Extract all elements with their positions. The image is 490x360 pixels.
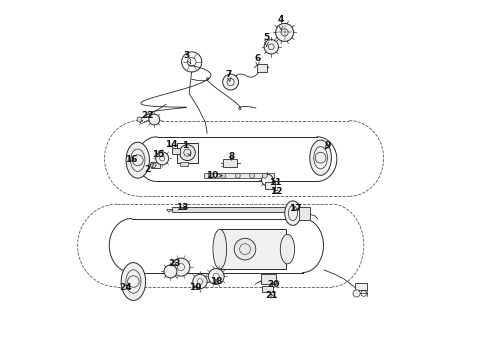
Text: 15: 15 [152, 150, 165, 159]
Text: 12: 12 [270, 187, 283, 196]
Bar [220, 229, 286, 269]
Circle shape [275, 23, 294, 41]
Circle shape [235, 173, 240, 178]
Bar [265, 182, 275, 189]
Text: 22: 22 [142, 111, 154, 120]
Circle shape [137, 117, 142, 122]
Text: 1: 1 [182, 141, 191, 156]
Bar [223, 159, 237, 167]
Text: 18: 18 [210, 277, 222, 286]
Circle shape [156, 152, 169, 165]
Circle shape [234, 238, 256, 260]
Circle shape [208, 173, 213, 178]
Circle shape [264, 40, 278, 54]
Bar [262, 286, 273, 292]
Bar [257, 64, 267, 72]
Ellipse shape [126, 142, 149, 178]
Circle shape [208, 269, 224, 284]
Circle shape [222, 74, 239, 90]
Text: 14: 14 [165, 140, 177, 149]
Text: 24: 24 [119, 283, 132, 292]
Circle shape [150, 162, 156, 168]
Bar [299, 207, 310, 220]
Circle shape [172, 258, 190, 276]
Text: 19: 19 [189, 284, 202, 292]
Ellipse shape [310, 140, 331, 175]
Bar [172, 207, 291, 212]
Bar [172, 148, 180, 154]
Text: 2: 2 [145, 163, 154, 174]
Text: 10: 10 [206, 171, 222, 180]
Circle shape [179, 145, 196, 161]
Circle shape [353, 290, 360, 297]
Ellipse shape [213, 229, 227, 269]
Text: 16: 16 [125, 155, 138, 163]
Circle shape [262, 174, 273, 186]
Text: 20: 20 [267, 280, 279, 289]
Bar [355, 283, 368, 290]
Polygon shape [167, 210, 172, 212]
Text: 23: 23 [169, 259, 181, 268]
Text: 8: 8 [228, 152, 234, 161]
Text: 6: 6 [254, 54, 261, 66]
Circle shape [149, 114, 160, 125]
Bar [176, 143, 198, 163]
Ellipse shape [121, 263, 146, 300]
Text: 7: 7 [225, 70, 232, 82]
Text: 4: 4 [278, 15, 284, 30]
Text: 9: 9 [324, 141, 331, 150]
Text: 11: 11 [269, 179, 281, 188]
Circle shape [164, 265, 177, 278]
Circle shape [262, 173, 268, 178]
Bar [151, 162, 160, 168]
Circle shape [250, 173, 255, 178]
Bar [204, 173, 274, 178]
Text: 13: 13 [176, 202, 188, 212]
Circle shape [193, 274, 207, 289]
Circle shape [221, 173, 226, 178]
Bar [261, 274, 275, 284]
Text: 5: 5 [264, 33, 270, 46]
Text: 21: 21 [266, 292, 278, 300]
Text: 17: 17 [289, 204, 302, 213]
Text: 3: 3 [184, 51, 191, 64]
Bar [180, 162, 188, 166]
Ellipse shape [280, 234, 294, 264]
Ellipse shape [285, 201, 301, 225]
